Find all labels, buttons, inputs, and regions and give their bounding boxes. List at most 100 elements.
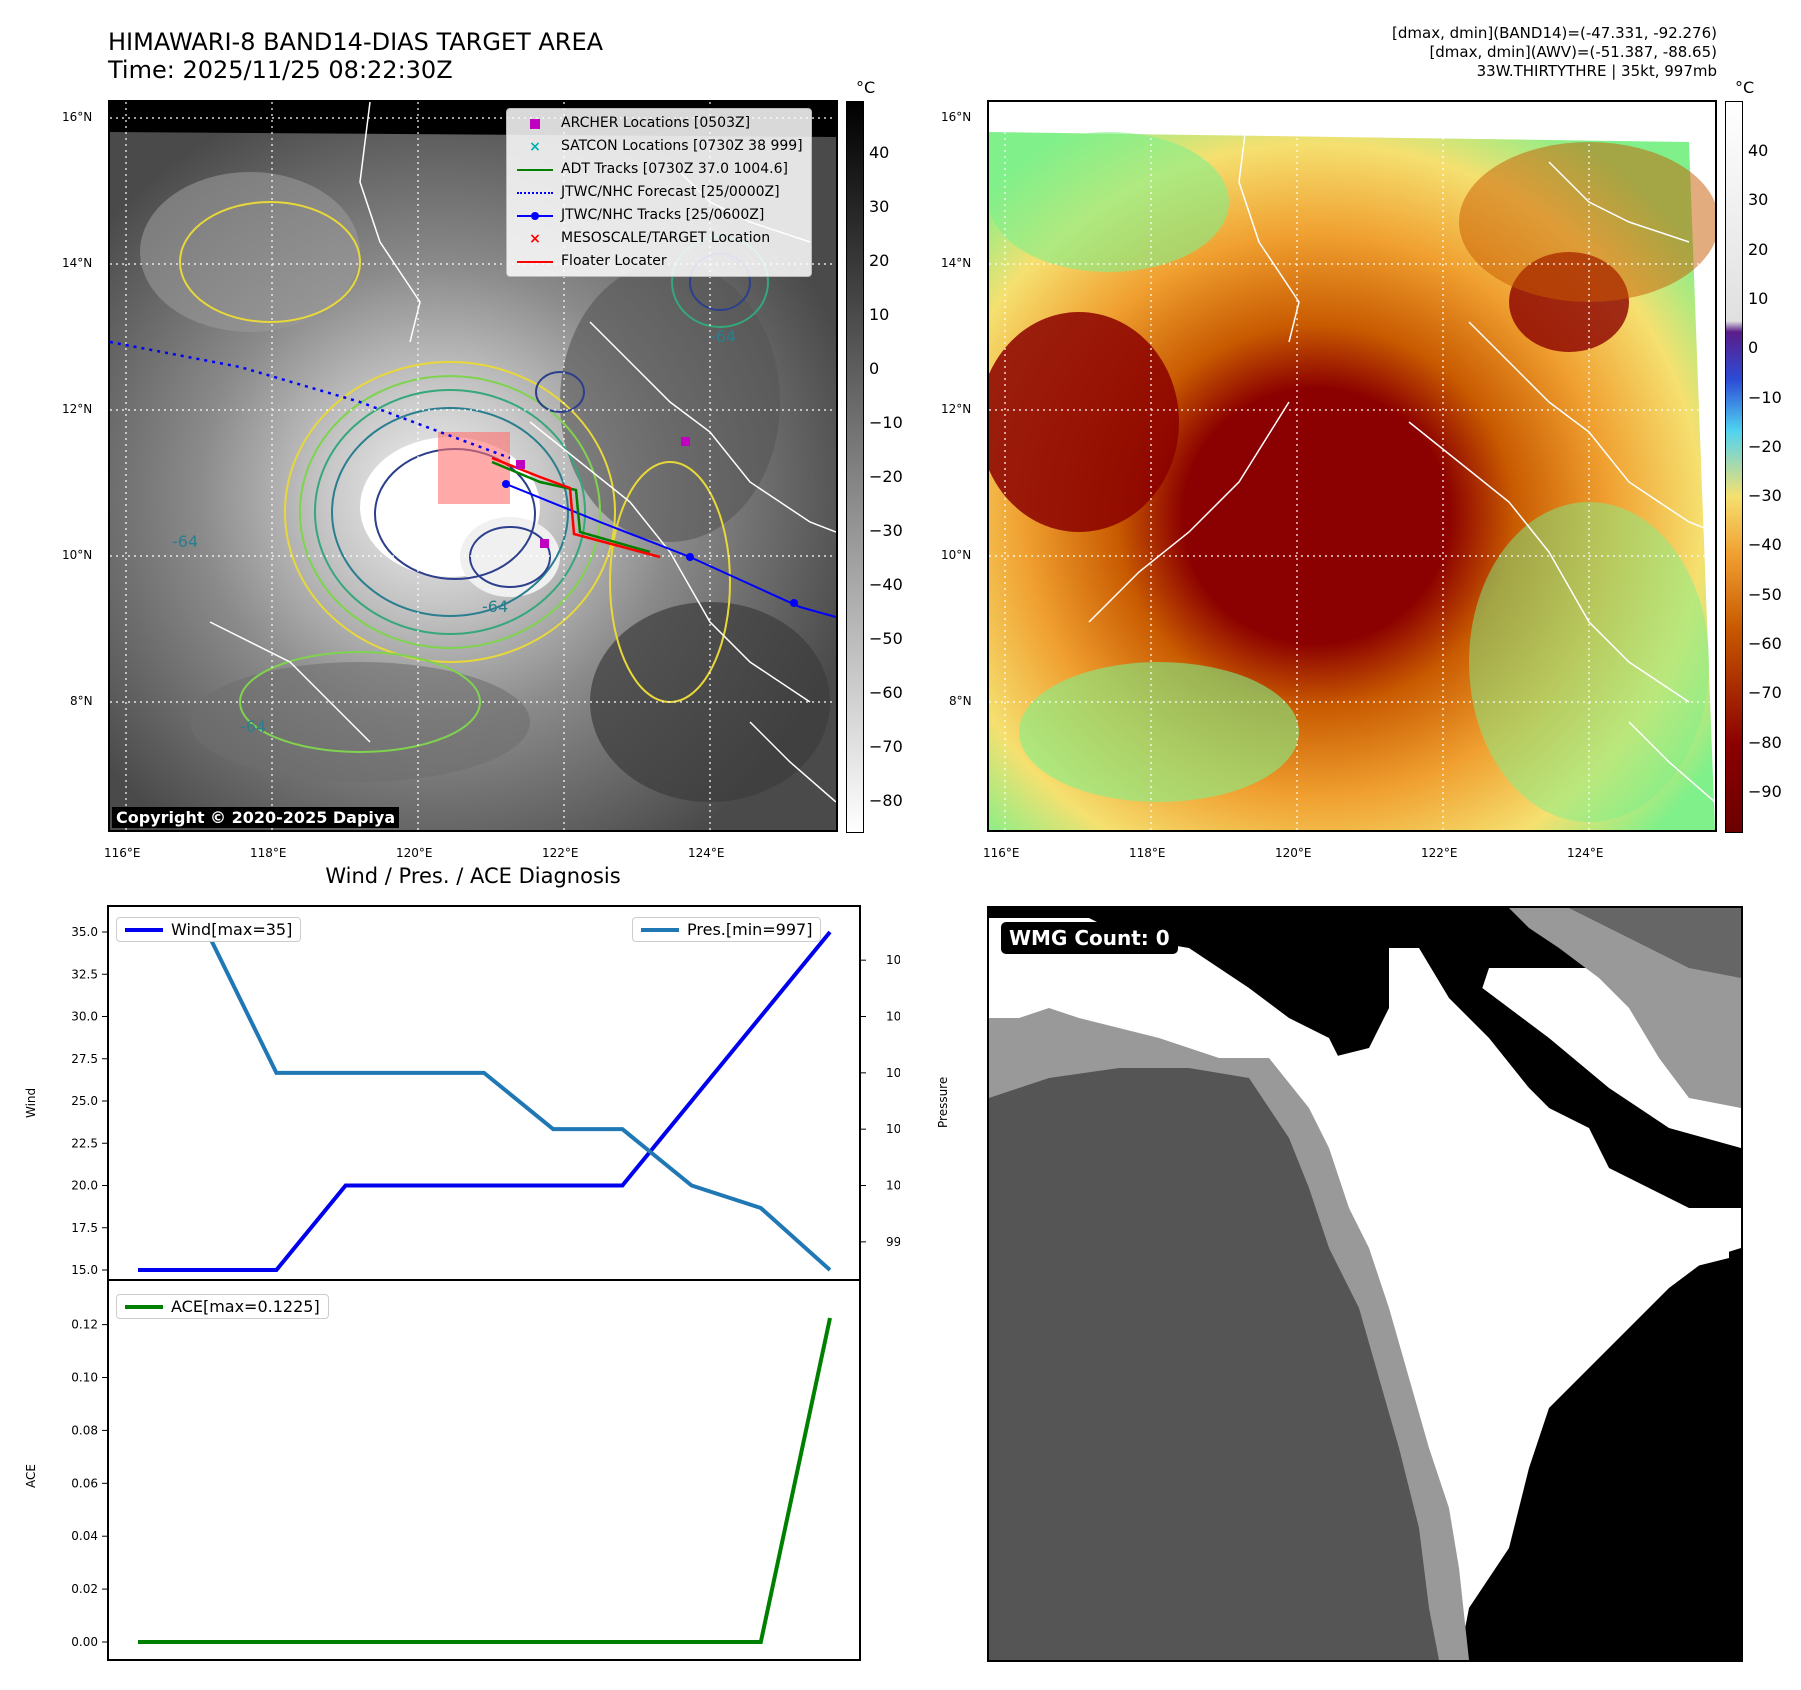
awv-map xyxy=(987,100,1717,832)
map-legend: ARCHER Locations [0503Z] × SATCON Locatio… xyxy=(506,108,812,277)
awv-map-canvas xyxy=(989,102,1715,830)
wind-tick-label: 30.0 xyxy=(71,1010,98,1024)
legend-item-forecast: JTWC/NHC Forecast [25/0000Z] xyxy=(515,181,803,204)
colorbar-tick-label: 0 xyxy=(1748,338,1759,358)
pressure-tick-label: 1004 xyxy=(886,1066,900,1080)
wmg-canvas xyxy=(989,908,1741,1660)
lat-label: 14°N xyxy=(62,256,93,270)
colorbar-tick-label: 20 xyxy=(1748,239,1769,259)
ace-tick-label: 0.00 xyxy=(71,1635,98,1649)
colorbar-tick-label: −10 xyxy=(1748,387,1782,407)
copyright-label: Copyright © 2020-2025 Dapiya xyxy=(112,807,400,828)
wind-legend-label: Wind[max=35] xyxy=(171,920,293,939)
wmg-count-label: WMG Count: 0 xyxy=(1001,922,1178,954)
colorbar-tick-label: 30 xyxy=(869,197,890,216)
lat-label: 16°N xyxy=(62,110,93,124)
wind-legend: Wind[max=35] xyxy=(116,917,302,942)
colorbar-tick-label: −80 xyxy=(1748,732,1782,752)
colorbar-unit: °C xyxy=(856,78,876,97)
lon-label: 116°E xyxy=(104,846,141,860)
ace-tick-label: 0.04 xyxy=(71,1529,98,1543)
lat-label: 16°N xyxy=(941,110,972,124)
lon-label: 118°E xyxy=(1129,846,1166,860)
info-band14-range: [dmax, dmin](BAND14)=(-47.331, -92.276) xyxy=(1392,24,1717,42)
colorbar-tick-label: −30 xyxy=(869,521,903,540)
ace-frame xyxy=(107,1279,861,1661)
ace-legend: ACE[max=0.1225] xyxy=(116,1294,329,1319)
lat-label: 8°N xyxy=(70,694,93,708)
ace-tick-label: 0.02 xyxy=(71,1582,98,1596)
lat-label: 12°N xyxy=(62,402,93,416)
colorbar-tick-label: 10 xyxy=(1748,288,1769,308)
pressure-tick-label: 1006 xyxy=(886,1010,900,1024)
lat-label: 12°N xyxy=(941,402,972,416)
ace-axis-label: ACE xyxy=(24,1464,38,1488)
colorbar-tick-label: −30 xyxy=(1748,486,1782,506)
colorbar-tick-label: 40 xyxy=(869,143,890,162)
diagnosis-title: Wind / Pres. / ACE Diagnosis xyxy=(325,864,621,888)
colorbar-tick-label: −40 xyxy=(1748,535,1782,555)
figure-title: HIMAWARI-8 BAND14-DIAS TARGET AREA xyxy=(108,28,604,56)
colorbar-tick-label: −70 xyxy=(1748,683,1782,703)
pressure-series-line xyxy=(138,930,832,1272)
contour-label: -64 xyxy=(172,532,198,551)
lon-label: 118°E xyxy=(250,846,287,860)
contour-label: -64 xyxy=(482,597,508,616)
colorbar-tick-label: −20 xyxy=(1748,436,1782,456)
band14-map: -64 -64 -64 -64 Copyright © 2020-2025 Da… xyxy=(108,100,838,832)
wmg-panel: WMG Count: 0 xyxy=(987,906,1743,1662)
pressure-tick-label: 998 xyxy=(886,1235,900,1249)
lat-label: 10°N xyxy=(941,548,972,562)
colorbar-tick-label: −90 xyxy=(1748,781,1782,801)
wind-tick-label: 32.5 xyxy=(71,967,98,981)
contour-label: -64 xyxy=(710,327,736,346)
ace-legend-label: ACE[max=0.1225] xyxy=(171,1297,320,1316)
wind-tick-label: 27.5 xyxy=(71,1052,98,1066)
lon-label: 124°E xyxy=(688,846,725,860)
legend-item-jtwc-tracks: JTWC/NHC Tracks [25/0600Z] xyxy=(515,204,803,227)
wind-tick-label: 35.0 xyxy=(71,925,98,939)
colorbar-unit: °C xyxy=(1735,78,1755,97)
figure-time: Time: 2025/11/25 08:22:30Z xyxy=(108,56,453,84)
pressure-axis-label: Pressure xyxy=(936,1076,950,1128)
colorbar-tick-label: −40 xyxy=(869,575,903,594)
wind-series-line xyxy=(138,930,832,1272)
colorbar-tick-label: −70 xyxy=(869,737,903,756)
diagnosis-chart: 35.0 32.5 30.0 27.5 25.0 22.5 20.0 17.5 15.0 1008… xyxy=(71,905,900,1661)
band14-colorbar xyxy=(846,101,864,833)
legend-item-mesoscale: × MESOSCALE/TARGET Location xyxy=(529,230,771,247)
colorbar-tick-label: 10 xyxy=(869,305,890,324)
wind-tick-label: 22.5 xyxy=(71,1136,98,1150)
colorbar-tick-label: −50 xyxy=(869,629,903,648)
pres-legend: Pres.[min=997] xyxy=(632,917,822,942)
info-awv-range: [dmax, dmin](AWV)=(-51.387, -88.65) xyxy=(1429,43,1717,61)
ace-tick-label: 0.12 xyxy=(71,1318,98,1332)
colorbar-tick-label: 30 xyxy=(1748,190,1769,210)
legend-item-adt: ADT Tracks [0730Z 37.0 1004.6] xyxy=(515,158,803,181)
colorbar-tick-label: −10 xyxy=(869,413,903,432)
wind-tick-label: 20.0 xyxy=(71,1179,98,1193)
legend-item-floater: Floater Locater xyxy=(515,250,803,273)
lon-label: 122°E xyxy=(1421,846,1458,860)
lon-label: 124°E xyxy=(1567,846,1604,860)
colorbar-tick-label: 20 xyxy=(869,251,890,270)
wind-legend-swatch xyxy=(125,927,163,932)
wind-tick-label: 15.0 xyxy=(71,1263,98,1277)
colorbar-tick-label: −80 xyxy=(869,791,903,810)
ace-series-line xyxy=(138,1317,832,1644)
awv-colorbar xyxy=(1725,101,1743,833)
contour-label: -64 xyxy=(240,717,266,736)
pressure-tick-label: 1000 xyxy=(886,1179,900,1193)
colorbar-tick-label: 0 xyxy=(869,359,880,378)
lat-label: 8°N xyxy=(949,694,972,708)
pres-legend-label: Pres.[min=997] xyxy=(687,920,813,939)
colorbar-tick-label: −20 xyxy=(869,467,903,486)
ace-tick-label: 0.08 xyxy=(71,1423,98,1437)
pressure-tick-label: 1008 xyxy=(886,953,900,967)
wind-axis-label: Wind xyxy=(24,1087,38,1118)
info-storm: 33W.THIRTYTHRE | 35kt, 997mb xyxy=(1476,62,1717,80)
ace-tick-label: 0.10 xyxy=(71,1371,98,1385)
legend-item-satcon: × SATCON Locations [0730Z 38 999] xyxy=(529,138,803,155)
lon-label: 116°E xyxy=(983,846,1020,860)
colorbar-tick-label: 40 xyxy=(1748,141,1769,160)
